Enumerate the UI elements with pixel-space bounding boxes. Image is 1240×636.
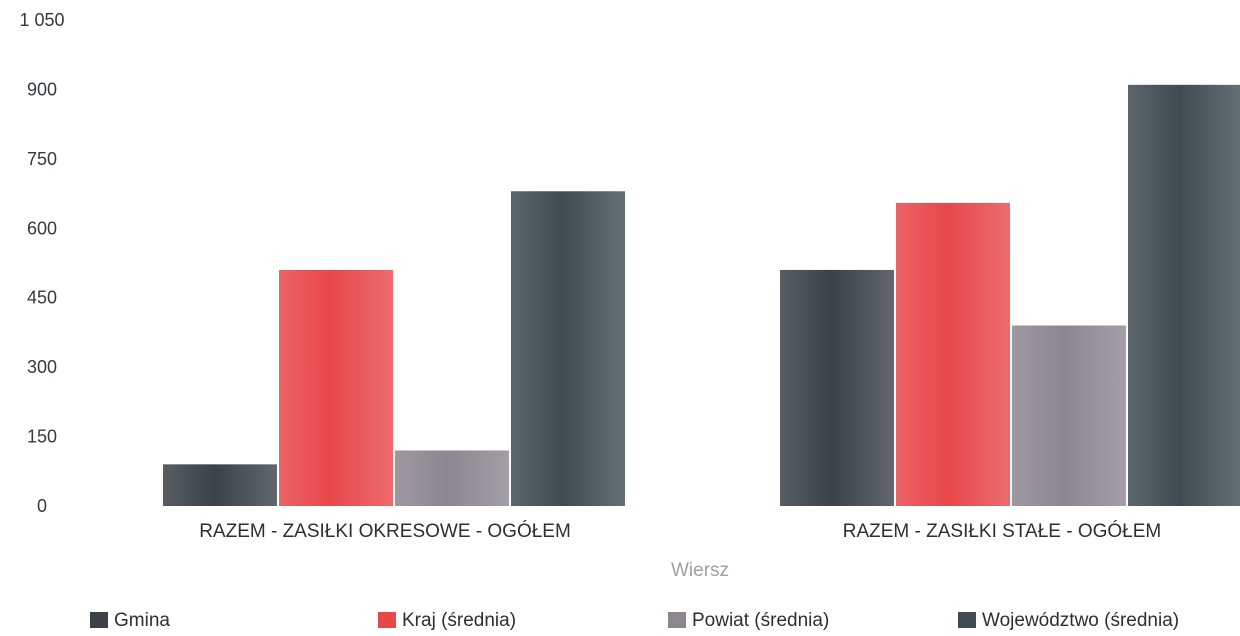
legend: Gmina Kraj (średnia) Powiat (średnia) Wojew…	[90, 610, 1179, 631]
y-tick-label: 0	[37, 496, 47, 516]
legend-swatch	[90, 612, 108, 628]
legend-swatch	[958, 612, 976, 628]
legend-swatch	[668, 612, 686, 628]
y-tick-label: 750	[27, 149, 57, 169]
x-tick-label: RAZEM - ZASIŁKI STAŁE - OGÓŁEM	[843, 520, 1161, 542]
x-tick-label: RAZEM - ZASIŁKI OKRESOWE - OGÓŁEM	[199, 520, 571, 542]
bar	[279, 269, 393, 506]
legend-label: Powiat (średnia)	[692, 610, 829, 631]
bars	[163, 84, 1240, 507]
bar	[1012, 325, 1126, 506]
y-tick-label: 300	[27, 357, 57, 377]
bar	[1128, 84, 1240, 507]
legend-swatch	[378, 612, 396, 628]
y-axis: 0 150 300 450 600 750 900 1 050	[19, 10, 64, 516]
x-axis-title: Wiersz	[671, 560, 729, 581]
legend-label: Gmina	[114, 610, 170, 631]
y-tick-label: 450	[27, 288, 57, 308]
bar	[511, 191, 625, 506]
bar	[896, 202, 1010, 507]
y-tick-label: 150	[27, 427, 57, 447]
legend-label: Województwo (średnia)	[982, 610, 1179, 631]
bar	[780, 269, 894, 506]
y-tick-label: 1 050	[19, 10, 64, 30]
legend-label: Kraj (średnia)	[402, 610, 516, 631]
bar	[395, 450, 509, 506]
bar	[163, 464, 277, 506]
y-tick-label: 600	[27, 218, 57, 238]
y-tick-label: 900	[27, 79, 57, 99]
x-axis: RAZEM - ZASIŁKI OKRESOWE - OGÓŁEM RAZEM -…	[199, 520, 1161, 542]
